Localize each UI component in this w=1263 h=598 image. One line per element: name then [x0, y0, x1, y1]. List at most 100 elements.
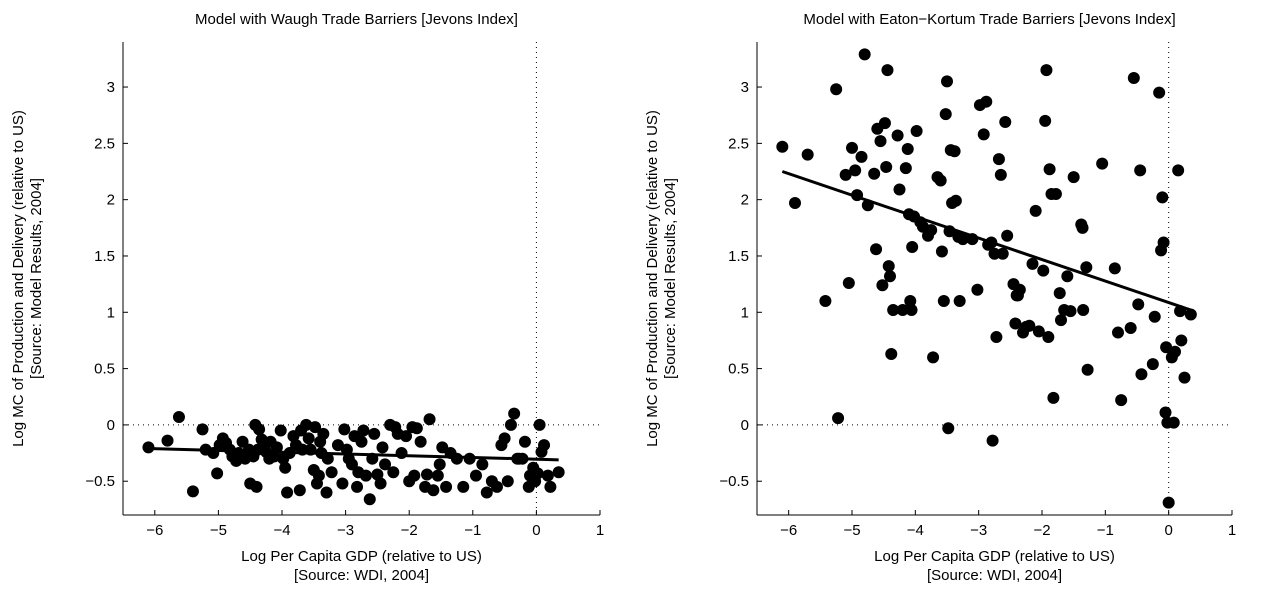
data-point	[359, 469, 372, 482]
data-point	[1153, 86, 1166, 99]
data-point	[161, 434, 174, 447]
data-point	[469, 469, 482, 482]
data-point	[414, 435, 427, 448]
y-tick-label: 1.5	[728, 248, 749, 265]
data-point	[374, 477, 387, 490]
x-axis-label: [Source: WDI, 2004]	[927, 567, 1062, 584]
data-point	[423, 413, 436, 426]
data-point	[870, 243, 883, 256]
x-tick-label: −6	[780, 522, 797, 539]
data-point	[368, 427, 381, 440]
data-point	[338, 423, 351, 436]
data-point	[941, 75, 953, 88]
data-point	[1156, 191, 1169, 204]
data-point	[433, 458, 446, 471]
y-tick-label: 2.5	[94, 135, 115, 152]
data-point	[925, 224, 938, 237]
data-point	[789, 197, 801, 210]
data-point	[830, 83, 843, 96]
fit-line	[148, 447, 559, 462]
data-point	[1160, 341, 1173, 354]
data-point	[937, 295, 950, 308]
data-point	[293, 484, 306, 497]
x-tick-label: −4	[907, 522, 924, 539]
data-point	[331, 439, 344, 452]
data-point	[1013, 283, 1026, 296]
data-point	[949, 194, 962, 207]
data-point	[1146, 358, 1159, 371]
data-point	[371, 468, 384, 481]
data-point	[990, 331, 1003, 344]
y-tick-label: −0.5	[719, 473, 749, 490]
x-tick-label: −3	[337, 522, 354, 539]
data-point	[899, 162, 912, 175]
data-point	[839, 168, 852, 181]
data-point	[1108, 262, 1121, 275]
data-point	[910, 124, 923, 137]
y-tick-label: 2	[107, 192, 115, 209]
data-point	[1076, 221, 1089, 234]
data-point	[427, 484, 440, 497]
data-point	[1159, 406, 1172, 419]
data-point	[1023, 319, 1036, 332]
data-point	[891, 129, 904, 142]
data-point	[878, 117, 891, 130]
data-point	[1134, 164, 1147, 177]
data-point	[1148, 310, 1161, 323]
y-axis-label: Log MC of Production and Delivery (relat…	[10, 110, 27, 447]
data-point	[1042, 331, 1055, 344]
data-point	[518, 435, 531, 448]
x-axis-label: [Source: WDI, 2004]	[294, 567, 429, 584]
y-tick-label: 1	[107, 304, 115, 321]
data-point	[1009, 317, 1022, 330]
data-point	[279, 461, 292, 474]
data-point	[887, 304, 900, 317]
data-point	[1115, 394, 1128, 407]
data-point	[832, 412, 845, 425]
data-point	[1001, 229, 1014, 242]
y-axis-label: [Source: Model Results, 2004]	[28, 178, 45, 379]
data-point	[355, 435, 368, 448]
data-point	[321, 452, 334, 465]
data-point	[1029, 204, 1042, 217]
data-point	[842, 277, 855, 290]
data-point	[480, 486, 493, 499]
y-tick-label: 0	[741, 417, 749, 434]
data-point	[196, 423, 209, 436]
data-point	[999, 115, 1012, 128]
x-tick-label: −5	[210, 522, 227, 539]
data-point	[939, 108, 952, 121]
data-point	[490, 480, 503, 493]
data-point	[858, 48, 871, 61]
data-point	[1049, 188, 1062, 201]
y-tick-label: 1.5	[94, 248, 115, 265]
data-point	[351, 480, 364, 493]
data-point	[942, 422, 955, 435]
data-point	[1081, 363, 1094, 376]
data-point	[274, 424, 287, 437]
y-tick-label: 2.5	[728, 135, 749, 152]
data-point	[1055, 314, 1067, 327]
x-tick-label: −3	[970, 522, 987, 539]
x-tick-label: 1	[1228, 522, 1236, 539]
y-tick-label: 3	[741, 79, 749, 96]
data-point	[336, 477, 349, 490]
data-point	[376, 441, 389, 454]
data-point	[544, 480, 557, 493]
data-point	[363, 493, 376, 506]
data-point	[986, 434, 999, 447]
data-point	[1040, 64, 1053, 77]
data-point	[880, 161, 893, 174]
data-point	[142, 441, 155, 454]
data-point	[819, 295, 832, 308]
data-point	[309, 421, 322, 434]
data-point	[1178, 371, 1191, 384]
data-point	[508, 407, 521, 420]
data-point	[395, 447, 408, 460]
y-axis-label: Log MC of Production and Delivery (relat…	[644, 110, 661, 447]
data-point	[884, 270, 896, 283]
data-point	[1124, 322, 1137, 335]
data-point	[1061, 270, 1074, 283]
data-point	[320, 486, 333, 499]
data-point	[776, 140, 789, 153]
